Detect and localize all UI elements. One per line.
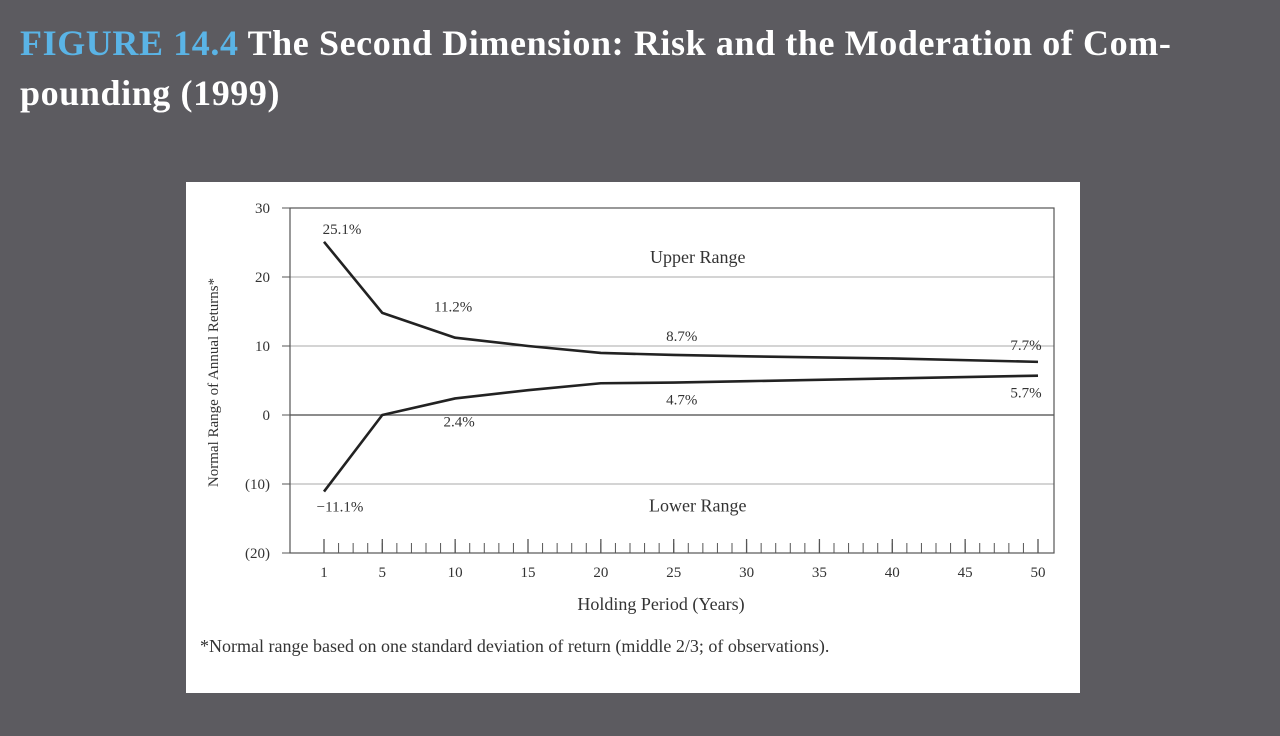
x-axis: 1 5 10 15 20 25 30 35 40 45 50	[320, 539, 1046, 581]
y-axis: 30 20 10 0 (10) (20)	[245, 201, 290, 562]
data-label: 5.7%	[1010, 386, 1041, 402]
chart-footnote: *Normal range based on one standard devi…	[200, 636, 830, 656]
x-tick-label: 20	[593, 565, 608, 581]
series	[322, 240, 1039, 493]
x-tick-label: 40	[885, 565, 900, 581]
range-label: Lower Range	[649, 496, 746, 516]
x-tick-label: 10	[448, 565, 463, 581]
data-label: 7.7%	[1010, 338, 1041, 354]
x-tick-label: 30	[739, 565, 754, 581]
x-tick-label: 45	[958, 565, 973, 581]
y-tick-label: 0	[263, 408, 271, 424]
x-tick-label: 5	[379, 565, 387, 581]
upper-range-line	[322, 240, 1039, 364]
plot-frame	[289, 207, 1055, 554]
gridlines	[290, 276, 1054, 485]
x-tick-label: 35	[812, 565, 827, 581]
data-label: 2.4%	[444, 414, 475, 430]
y-tick-label: 30	[255, 201, 270, 217]
y-tick-label: 20	[255, 270, 270, 286]
chart-panel: 30 20 10 0 (10) (20) 1 5 10 15 20 25 30 35 40 45 50 25.…	[186, 182, 1080, 693]
data-label: 25.1%	[323, 222, 362, 238]
x-tick-label: 50	[1031, 565, 1046, 581]
data-label: 8.7%	[666, 329, 697, 345]
y-tick-label: (10)	[245, 477, 270, 493]
figure-caption: FIGURE 14.4 The Second Dimension: Risk a…	[20, 18, 1260, 118]
annotations: 25.1% 11.2% 8.7% 7.7% 4.7% 5.7% 2.4% −11.1% Uppe…	[317, 222, 1042, 516]
x-tick-label: 1	[320, 565, 328, 581]
x-axis-label: Holding Period (Years)	[577, 594, 744, 615]
figure-title-line1: The Second Dimension: Risk and the Moder…	[238, 23, 1172, 63]
y-tick-label: (20)	[245, 546, 270, 562]
y-axis-label: Normal Range of Annual Returns*	[206, 278, 222, 487]
x-tick-label: 15	[521, 565, 536, 581]
figure-title-line2: pounding (1999)	[20, 73, 281, 113]
data-label: −11.1%	[317, 500, 364, 516]
range-label: Upper Range	[650, 247, 745, 267]
x-tick-label: 25	[666, 565, 681, 581]
lower-range-line	[322, 374, 1039, 493]
data-label: 4.7%	[666, 393, 697, 409]
data-label: 11.2%	[434, 300, 472, 316]
y-tick-label: 10	[255, 339, 270, 355]
figure-number: FIGURE 14.4	[20, 23, 239, 63]
